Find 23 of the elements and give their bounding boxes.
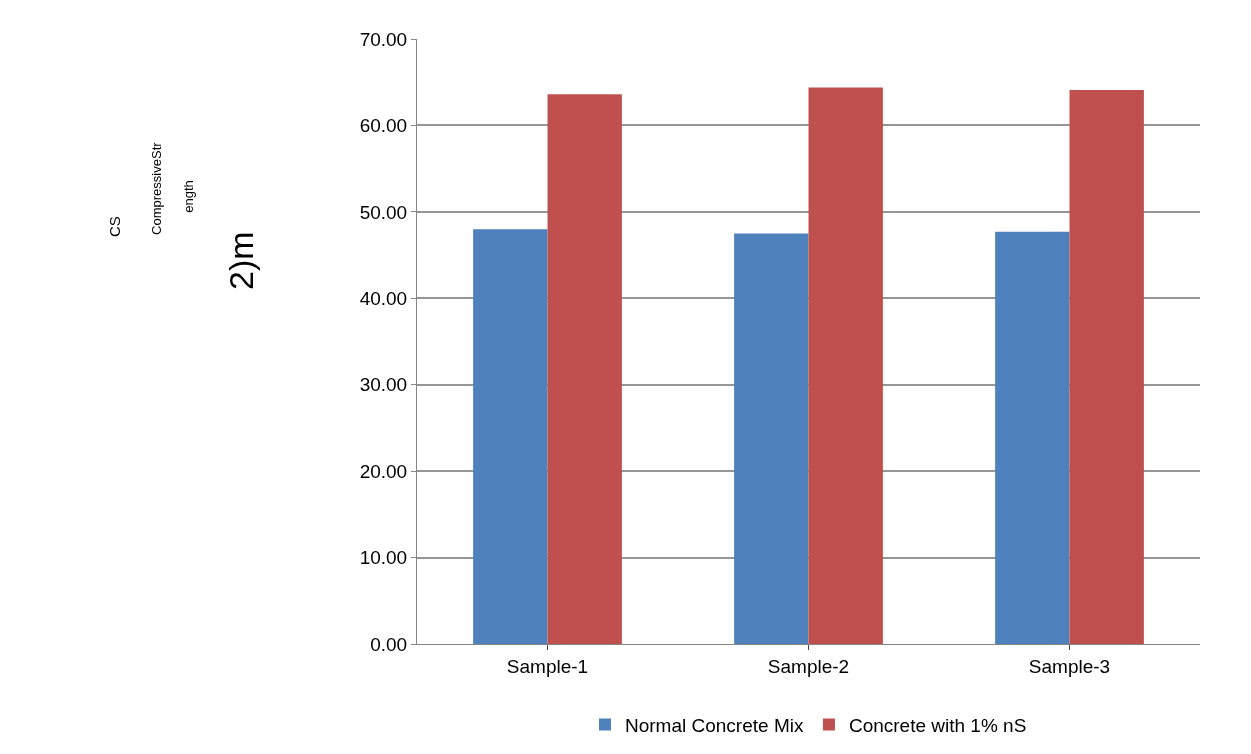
bar	[734, 233, 809, 644]
bar	[547, 94, 622, 644]
x-tick-label: Sample-1	[506, 655, 589, 677]
y-tick-label: 10.00	[359, 547, 408, 569]
y-tick-label: 50.00	[359, 201, 408, 223]
text: CompressiveStr	[148, 141, 164, 235]
y-tick-label: 30.00	[359, 374, 408, 396]
bar	[995, 231, 1070, 644]
text: ength	[180, 180, 196, 213]
y-tick-label: 70.00	[359, 28, 408, 50]
text: 2)m	[222, 231, 260, 290]
bar	[1069, 89, 1144, 644]
bar	[808, 87, 883, 644]
y-tick-label: 60.00	[359, 115, 408, 137]
x-tick-label: Sample-3	[1028, 655, 1111, 677]
text: CS	[106, 216, 124, 238]
bar	[473, 229, 548, 644]
y-tick-label: 0.00	[370, 633, 408, 655]
y-tick-label: 40.00	[359, 287, 408, 309]
x-tick-label: Sample-2	[767, 655, 850, 677]
legend-label: Concrete with 1% nS	[848, 714, 1027, 736]
legend-label: Normal Concrete Mix	[625, 714, 804, 736]
y-tick-label: 20.00	[359, 460, 408, 482]
